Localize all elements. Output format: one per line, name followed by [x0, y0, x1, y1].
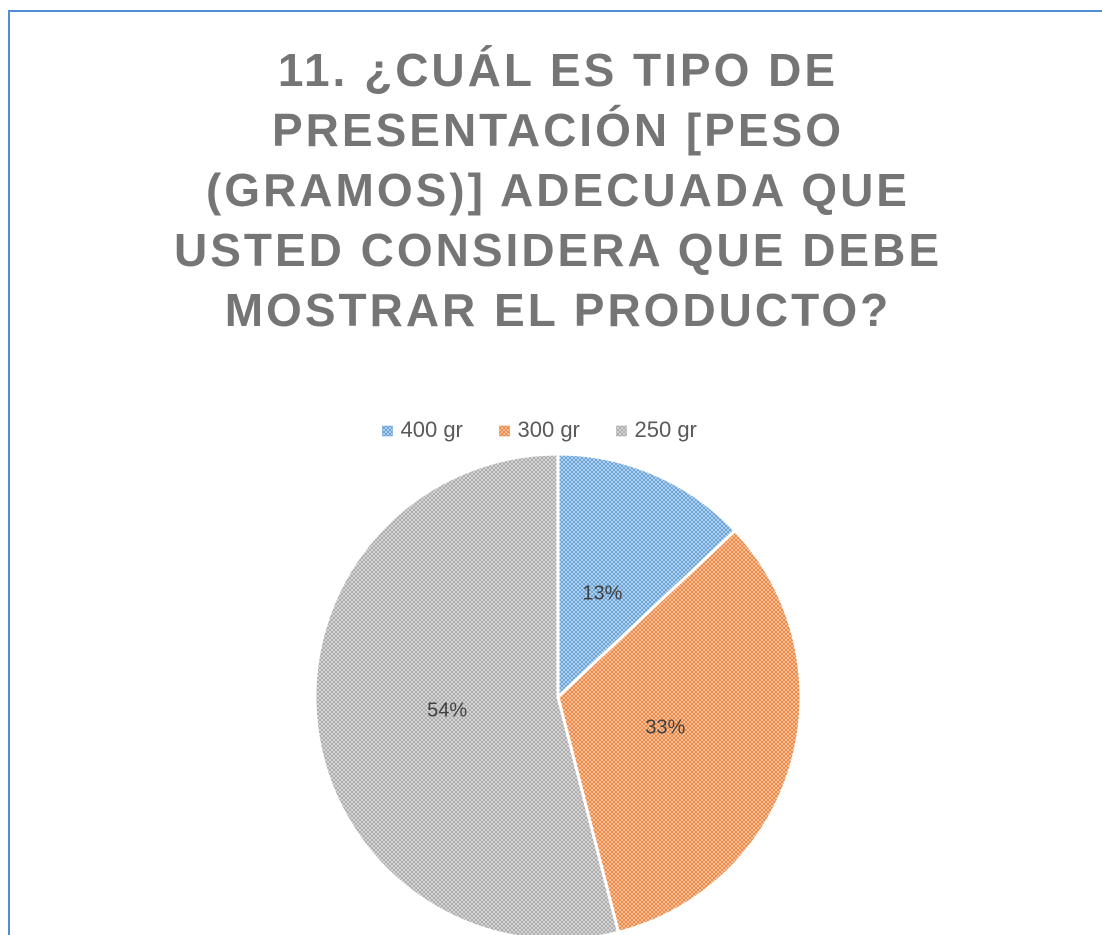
- pie-slice: [313, 452, 621, 935]
- legend-label: 300 gr: [518, 417, 580, 442]
- legend-swatch: [382, 425, 393, 437]
- legend-swatch: [499, 425, 510, 437]
- pie-slice: [556, 452, 738, 701]
- legend-label: 250 gr: [635, 417, 697, 442]
- chart-frame: [8, 10, 1102, 935]
- data-label: 33%: [645, 716, 685, 738]
- data-label: 54%: [427, 699, 467, 721]
- legend-swatch: [616, 425, 627, 437]
- data-label: 13%: [582, 583, 622, 605]
- pie-slice: [556, 528, 803, 935]
- chart-title: 11. ¿CUÁL ES TIPO DE PRESENTACIÓN [PESO …: [173, 44, 943, 336]
- legend-label: 400 gr: [401, 417, 463, 442]
